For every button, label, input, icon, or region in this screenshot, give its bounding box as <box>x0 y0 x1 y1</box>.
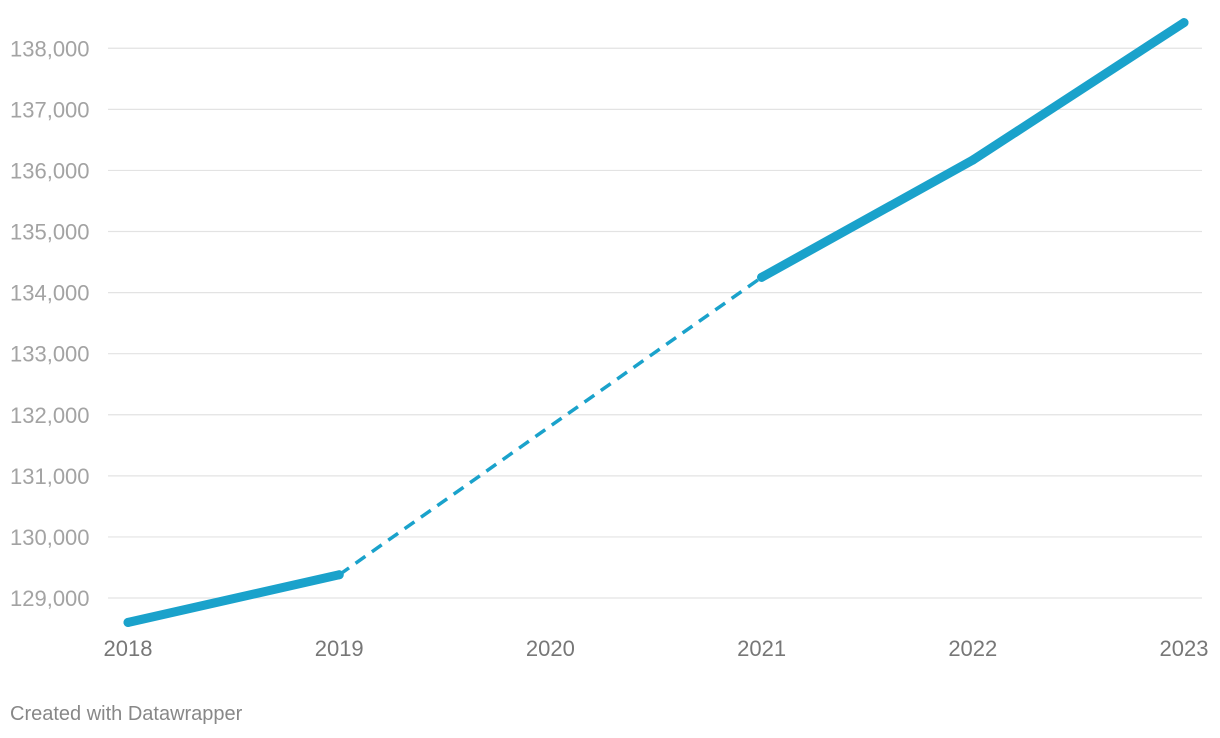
credit-text: Created with Datawrapper <box>10 703 243 725</box>
y-tick-label: 133,000 <box>10 342 90 367</box>
series-line-segment <box>123 570 344 627</box>
x-tick-label: 2019 <box>315 636 364 661</box>
data-point <box>123 617 133 627</box>
series-lines <box>123 18 1189 627</box>
data-point <box>968 155 978 165</box>
data-point <box>757 272 767 282</box>
y-tick-label: 131,000 <box>10 464 90 489</box>
y-tick-label: 130,000 <box>10 525 90 550</box>
x-tick-label: 2022 <box>948 636 997 661</box>
data-point <box>1179 18 1189 28</box>
y-tick-label: 134,000 <box>10 281 90 306</box>
series-line-segment <box>757 18 1189 282</box>
y-axis-ticks: 129,000 130,000 131,000 132,000 133,000 134,0… <box>10 36 90 611</box>
y-tick-label: 136,000 <box>10 158 90 183</box>
series-line-interpolated <box>338 275 763 577</box>
gridlines <box>108 47 1202 599</box>
y-tick-label: 137,000 <box>10 97 90 122</box>
y-tick-label: 135,000 <box>10 220 90 245</box>
y-tick-label: 132,000 <box>10 403 90 428</box>
x-axis-ticks: 2018 2019 2020 2021 2022 2023 <box>104 636 1209 661</box>
y-tick-label: 129,000 <box>10 586 90 611</box>
x-tick-label: 2018 <box>104 636 153 661</box>
y-tick-label: 138,000 <box>10 36 90 61</box>
x-tick-label: 2020 <box>526 636 575 661</box>
x-tick-label: 2021 <box>737 636 786 661</box>
data-point <box>334 570 344 580</box>
x-tick-label: 2023 <box>1160 636 1209 661</box>
